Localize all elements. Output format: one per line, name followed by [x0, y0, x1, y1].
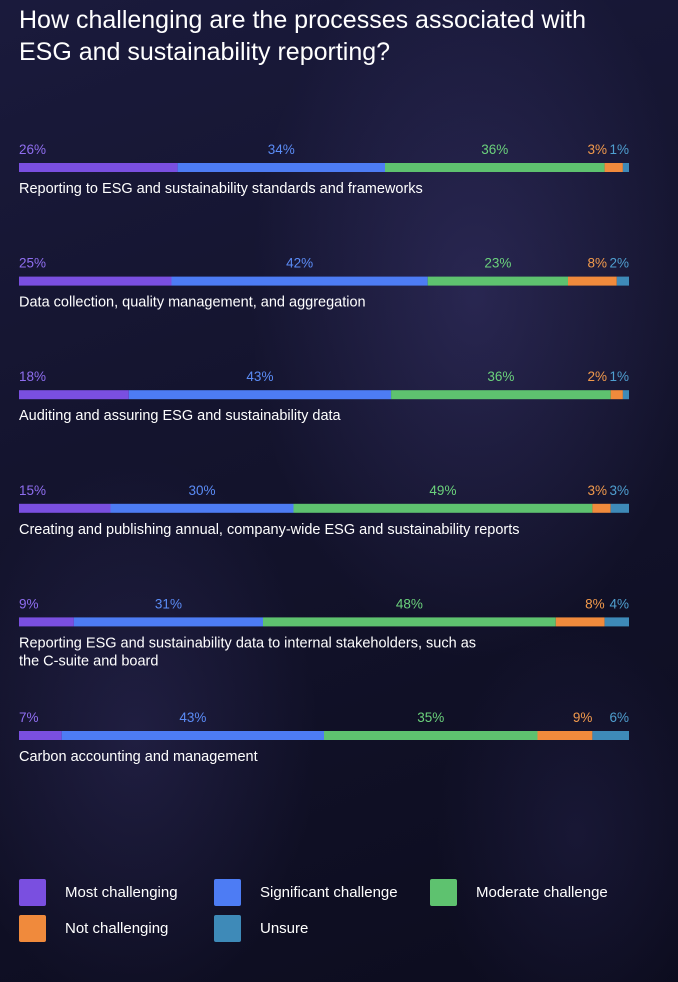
value-label: 31% — [155, 596, 182, 611]
bar-segment-3-unsure — [622, 390, 629, 400]
legend-label: Not challenging — [65, 920, 169, 937]
value-label: 3% — [587, 142, 607, 157]
bar-segment-2-unsure — [616, 276, 629, 286]
bar-segment-1-most-challenging — [19, 163, 178, 172]
bar-segment-3-most-challenging — [19, 390, 129, 400]
legend-label: Unsure — [260, 920, 309, 937]
legend-label: Significant challenge — [260, 884, 398, 901]
legend-swatch — [430, 879, 457, 906]
value-label: 36% — [487, 369, 514, 384]
category-label: Data collection, quality management, and… — [19, 295, 366, 311]
legend-item-unsure: Unsure — [214, 915, 308, 942]
value-label: 34% — [268, 142, 295, 157]
value-label: 25% — [19, 256, 46, 271]
category-label: the C-suite and board — [19, 653, 158, 669]
bar-segment-1-significant-challenge — [177, 163, 385, 172]
value-label: 30% — [188, 483, 215, 498]
bar-segment-3-not-challenging — [610, 390, 623, 400]
bar-segment-6-not-challenging — [537, 731, 593, 740]
bar-segment-4-moderate-challenge — [293, 503, 593, 513]
bar-segment-5-unsure — [604, 617, 629, 627]
value-label: 43% — [179, 710, 206, 725]
legend-label: Moderate challenge — [476, 884, 608, 901]
value-label: 42% — [286, 256, 313, 271]
value-label: 15% — [19, 483, 46, 498]
value-label: 8% — [585, 596, 605, 611]
bar-segment-4-significant-challenge — [110, 503, 294, 513]
value-label: 2% — [587, 369, 607, 384]
category-label: Reporting to ESG and sustainability stan… — [19, 181, 423, 197]
bar-segment-5-moderate-challenge — [263, 617, 556, 627]
bar-segment-4-not-challenging — [592, 503, 611, 513]
value-label: 3% — [587, 483, 607, 498]
legend-swatch — [19, 879, 46, 906]
value-label: 8% — [587, 256, 607, 271]
category-label: Creating and publishing annual, company-… — [19, 522, 520, 538]
bar-segment-1-not-challenging — [604, 163, 623, 172]
value-label: 3% — [609, 483, 629, 498]
value-label: 7% — [19, 710, 39, 725]
chart-title: How challenging are the processes associ… — [19, 6, 586, 66]
value-label: 1% — [609, 142, 629, 157]
value-label: 26% — [19, 142, 46, 157]
value-label: 2% — [609, 256, 629, 271]
legend-item-most-challenging: Most challenging — [19, 879, 178, 906]
bar-segment-3-moderate-challenge — [391, 390, 611, 400]
legend-label: Most challenging — [65, 884, 178, 901]
value-label: 43% — [246, 369, 273, 384]
value-label: 48% — [396, 596, 423, 611]
value-label: 1% — [609, 369, 629, 384]
value-label: 18% — [19, 369, 46, 384]
legend-swatch — [214, 915, 241, 942]
bar-segment-2-moderate-challenge — [427, 276, 568, 286]
value-label: 35% — [417, 710, 444, 725]
stacked-bar-chart: 26% 34% 36% 3% 1%Reporting to ESG and sustai… — [19, 142, 629, 765]
bar-segment-2-not-challenging — [568, 276, 617, 286]
value-label: 4% — [609, 596, 629, 611]
bar-segment-6-unsure — [592, 731, 629, 740]
value-label: 23% — [484, 256, 511, 271]
value-label: 9% — [573, 710, 593, 725]
bar-segment-2-most-challenging — [19, 276, 172, 286]
bar-segment-6-most-challenging — [19, 731, 62, 740]
bar-segment-4-most-challenging — [19, 503, 111, 513]
value-label: 49% — [429, 483, 456, 498]
bar-segment-6-significant-challenge — [61, 731, 324, 740]
value-label: 36% — [481, 142, 508, 157]
legend-item-significant-challenge: Significant challenge — [214, 879, 398, 906]
category-label: Auditing and assuring ESG and sustainabi… — [19, 408, 342, 424]
value-label: 6% — [609, 710, 629, 725]
bar-segment-3-significant-challenge — [128, 390, 392, 400]
bar-segment-4-unsure — [610, 503, 629, 513]
bar-segment-1-moderate-challenge — [385, 163, 605, 172]
bar-segment-1-unsure — [622, 163, 629, 172]
bar-segment-6-moderate-challenge — [324, 731, 538, 740]
category-label: Reporting ESG and sustainability data to… — [19, 635, 476, 651]
legend-swatch — [214, 879, 241, 906]
legend-item-moderate-challenge: Moderate challenge — [430, 879, 608, 906]
category-label: Carbon accounting and management — [19, 749, 258, 765]
bar-segment-2-significant-challenge — [171, 276, 428, 286]
value-label: 9% — [19, 596, 39, 611]
bar-segment-5-significant-challenge — [73, 617, 264, 627]
bar-segment-5-not-challenging — [555, 617, 605, 627]
bar-segment-5-most-challenging — [19, 617, 74, 627]
legend-item-not-challenging: Not challenging — [19, 915, 168, 942]
legend-swatch — [19, 915, 46, 942]
